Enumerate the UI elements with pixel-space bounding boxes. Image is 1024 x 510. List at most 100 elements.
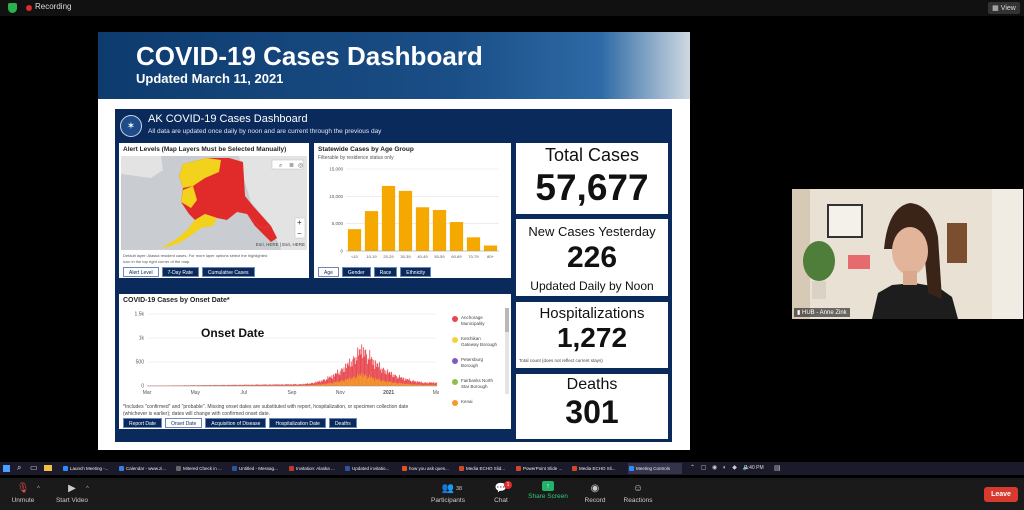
onset-bar [258, 384, 260, 386]
reactions-button[interactable]: ☺ Reactions [620, 481, 656, 505]
taskbar-item[interactable]: Mitered Check in ... [175, 463, 229, 474]
taskbar-item[interactable]: Invitation: Alaska ... [288, 463, 342, 474]
map-zoom-out-button[interactable]: − [297, 229, 302, 238]
onset-bar-segment [365, 374, 367, 386]
age-y-tick-label: 15,000 [329, 167, 343, 172]
map-search-icon[interactable]: ⌕ [279, 163, 282, 169]
onset-bar [396, 378, 398, 386]
onset-bar [204, 385, 206, 386]
taskbar-search-icon[interactable]: ⌕ [17, 463, 22, 472]
legend-label-2: Star Borough [461, 384, 488, 389]
tab-report-date[interactable]: Report Date [123, 418, 162, 428]
participant-video-tile[interactable]: ▮ HUB - Anne Zink [792, 189, 1023, 319]
legend-item[interactable]: Ketchikan Gateway Borough [452, 335, 504, 356]
tab-acquisition-of-disease[interactable]: Acquisition of Disease [205, 418, 267, 428]
task-view-icon[interactable]: ▭ [30, 463, 38, 472]
legend-scrollbar[interactable] [505, 308, 509, 394]
audio-options-chevron-icon[interactable]: ^ [37, 486, 40, 492]
tab-race[interactable]: Race [373, 267, 398, 277]
taskbar-item[interactable]: how you ask ques... [401, 463, 455, 474]
security-shield-icon[interactable] [8, 3, 17, 13]
view-button[interactable]: ▦ View [988, 2, 1020, 14]
tab-alert-level[interactable]: Alert Level [123, 267, 159, 277]
onset-bar-segment [316, 384, 318, 386]
taskbar-item[interactable]: Media ECHO Sli... [571, 463, 625, 474]
taskbar-clock[interactable]: 1:40 PM [745, 465, 764, 471]
record-button[interactable]: ◉ Record [580, 481, 610, 505]
taskbar-item[interactable]: Meeting Controls [628, 463, 682, 474]
onset-bar [184, 385, 186, 386]
taskbar-item[interactable]: PowerPoint Slide ... [515, 463, 569, 474]
alert-level-map[interactable]: ⌕ ≣ ◎ [121, 156, 307, 250]
notification-icon[interactable]: ▤ [774, 465, 781, 472]
onset-bar [375, 366, 377, 386]
new-cases-note: Updated Daily by Noon [530, 279, 654, 293]
participants-button[interactable]: 👥 Participants [428, 481, 468, 505]
onset-bar [350, 361, 352, 386]
onset-bar [192, 385, 194, 386]
recording-label[interactable]: Recording [35, 2, 72, 11]
onset-bar-segment [323, 383, 325, 386]
taskbar-item[interactable]: Untitled - Messag... [231, 463, 285, 474]
onset-bar [428, 383, 429, 386]
system-tray[interactable]: ⌃ ▢ ◉ ◐ ◆ 🔈 [690, 465, 752, 471]
tab-gender[interactable]: Gender [341, 267, 371, 277]
onset-bar-segment [356, 377, 358, 386]
unmute-button[interactable]: 🎙 Unmute [6, 481, 40, 505]
taskbar-item[interactable]: Updated invitatio... [344, 463, 398, 474]
legend-item[interactable]: Petersburg Borough [452, 356, 504, 377]
onset-bar [190, 385, 192, 386]
windows-start-icon[interactable] [3, 465, 10, 472]
leave-button[interactable]: Leave [984, 487, 1018, 502]
wall-painting [848, 255, 870, 269]
tab-onset-date[interactable]: Onset Date [164, 418, 203, 428]
video-options-chevron-icon[interactable]: ^ [86, 486, 89, 492]
onset-bar [290, 384, 292, 386]
map-zoom-in-button[interactable]: + [297, 218, 302, 227]
onset-bar-segment [424, 384, 425, 386]
legend-scroll-thumb[interactable] [505, 308, 509, 332]
onset-bar [217, 385, 218, 386]
tab-deaths[interactable]: Deaths [328, 418, 357, 428]
taskbar-item[interactable]: Media ECHO Slid... [458, 463, 512, 474]
onset-bar [424, 382, 426, 386]
chat-button[interactable]: 💬 Chat [488, 481, 514, 505]
onset-bar [339, 375, 341, 386]
deaths-box: Deaths 301 [516, 374, 668, 439]
tab-hospitalization-date[interactable]: Hospitalization Date [269, 418, 326, 428]
onset-bar [353, 356, 355, 386]
legend-item[interactable]: Fairbanks North Star Borough [452, 377, 504, 398]
onset-bar-segment [395, 382, 397, 386]
onset-bar-segment [374, 380, 376, 386]
tab-7-day-rate[interactable]: 7-Day Rate [161, 267, 199, 277]
map-footnote-line-1: Default layer: Alaska resident cases. Fo… [123, 253, 268, 258]
onset-date-chart[interactable]: 1.5k1k5000MarMayJulSepNov2021Mar [119, 306, 439, 397]
onset-bar-segment [310, 385, 312, 386]
onset-bar-segment [295, 385, 297, 386]
legend-item[interactable]: Kenai [452, 398, 504, 408]
onset-bar-segment [320, 384, 322, 386]
map-zoom-control[interactable] [294, 217, 306, 239]
taskbar-item[interactable]: Launch Meeting -... [62, 463, 116, 474]
onset-bar [238, 384, 240, 386]
map-list-icon[interactable]: ≣ [289, 160, 294, 169]
share-screen-button[interactable]: ↑ Share Screen [526, 481, 570, 500]
taskbar-item[interactable]: Calendar - www.zi... [118, 463, 172, 474]
tab-cumulative-cases[interactable]: Cumulative Cases [201, 267, 255, 277]
file-explorer-icon[interactable] [44, 465, 52, 471]
onset-bar-segment [319, 384, 321, 386]
onset-bar-segment [338, 381, 340, 386]
start-video-button[interactable]: ▶ Start Video [52, 481, 92, 505]
map-toolbar[interactable] [271, 159, 304, 170]
onset-bar-segment [304, 385, 306, 386]
map-layers-icon[interactable]: ◎ [298, 163, 303, 169]
onset-bar [332, 378, 334, 386]
tab-age[interactable]: Age [318, 267, 339, 277]
onset-bar [222, 385, 224, 386]
tab-ethnicity[interactable]: Ethnicity [400, 267, 432, 277]
legend-item[interactable]: Anchorage Municipality [452, 314, 504, 335]
onset-x-tick-label: Sep [288, 390, 297, 396]
age-group-bar-chart[interactable]: 15,000 10,000 5,000 0 <10 10-19 20-29 30-39 40-4… [314, 163, 511, 263]
onset-bar [419, 381, 421, 386]
onset-bar [304, 383, 306, 386]
